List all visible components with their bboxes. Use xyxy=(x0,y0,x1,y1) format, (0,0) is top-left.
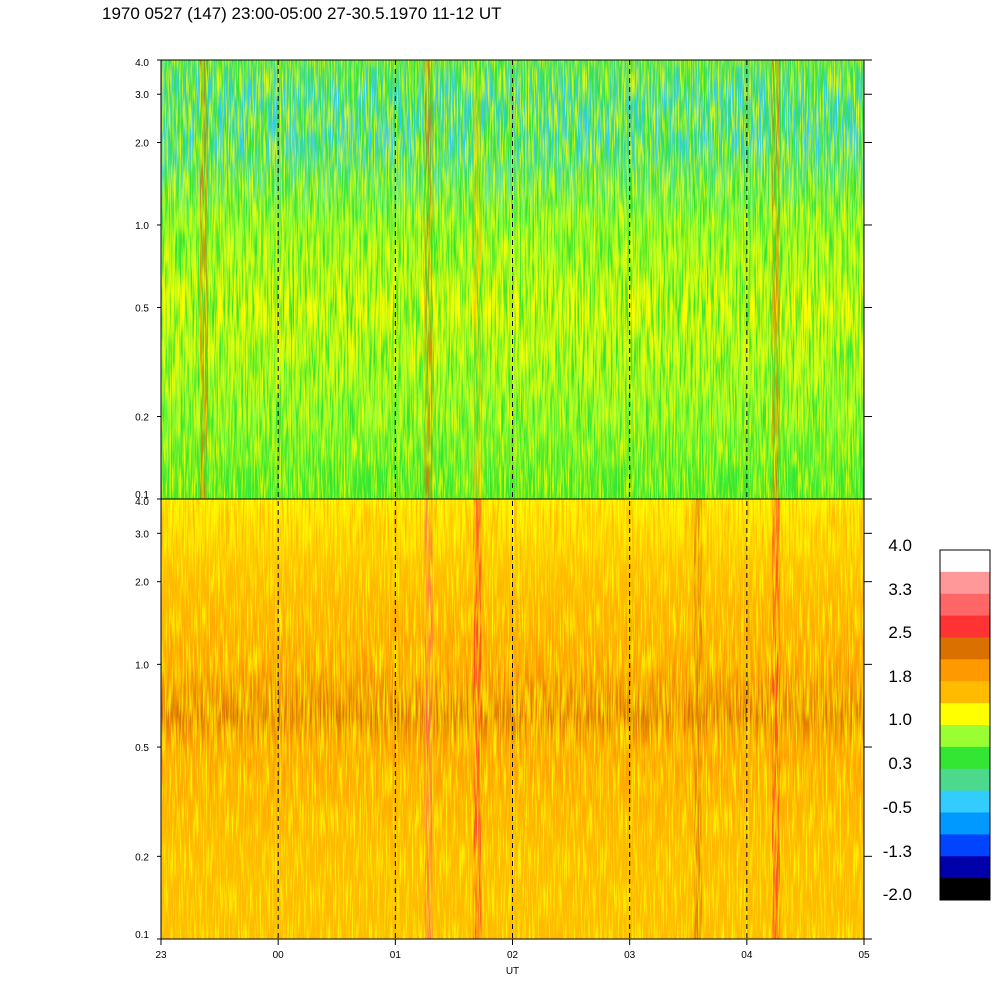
x-tick-label: 00 xyxy=(273,950,285,961)
x-tick-label: 03 xyxy=(624,950,636,961)
y-tick-label: 0.2 xyxy=(135,852,149,863)
y-tick-label: 2.0 xyxy=(135,578,149,589)
y-tick-label: 3.0 xyxy=(135,529,149,540)
axes: 0.10.20.51.02.03.04.00.10.20.51.02.03.04… xyxy=(135,58,872,977)
colorbar-swatch xyxy=(940,615,990,639)
colorbar-swatch xyxy=(940,550,990,573)
colorbar-label: 2.5 xyxy=(888,623,912,642)
colorbar-swatch xyxy=(940,790,990,814)
x-tick-label: 02 xyxy=(507,950,519,961)
y-tick-label: 1.0 xyxy=(135,660,149,671)
colorbar-swatch xyxy=(940,746,990,770)
y-tick-label: 0.1 xyxy=(135,490,149,501)
colorbar-swatch xyxy=(940,571,990,595)
colorbar-swatch xyxy=(940,834,990,857)
y-tick-label: 1.0 xyxy=(135,221,149,232)
x-tick-label: 05 xyxy=(858,950,870,961)
colorbar-swatch xyxy=(940,681,990,704)
colorbar: 4.0 3.3 2.5 1.8 1.0 0.3 -0.5 -1.3 -2.0 xyxy=(883,536,991,904)
colorbar-label: -1.3 xyxy=(883,842,912,861)
y-tick-label: 0.2 xyxy=(135,413,149,424)
colorbar-label: -2.0 xyxy=(883,885,912,904)
x-tick-label: 04 xyxy=(741,950,753,961)
colorbar-swatch xyxy=(940,878,990,901)
y-tick-label: 3.0 xyxy=(135,90,149,101)
colorbar-frame xyxy=(939,549,991,901)
colorbar-swatch xyxy=(940,703,990,726)
chart-title: 1970 0527 (147) 23:00-05:00 27-30.5.1970… xyxy=(102,4,502,23)
colorbar-label: 0.3 xyxy=(888,754,912,773)
x-tick-label: 01 xyxy=(390,950,402,961)
colorbar-swatch xyxy=(940,856,990,879)
colorbar-label: 1.8 xyxy=(888,667,912,686)
y-tick-label: 4.0 xyxy=(135,58,149,69)
y-tick-label: 2.0 xyxy=(135,138,149,149)
colorbar-swatch xyxy=(940,593,990,617)
colorbar-label: 4.0 xyxy=(888,536,912,555)
colorbar-label: 1.0 xyxy=(888,710,912,729)
y-tick-label: 0.5 xyxy=(135,303,149,314)
colorbar-swatch xyxy=(940,725,990,748)
colorbar-swatch xyxy=(940,659,990,682)
colorbar-label: 3.3 xyxy=(888,580,912,599)
colorbar-swatch xyxy=(940,812,990,835)
hour-gridlines xyxy=(277,60,748,939)
y-tick-label: 0.5 xyxy=(135,743,149,754)
colorbar-swatch xyxy=(940,768,990,792)
y-tick-label: 4.0 xyxy=(135,497,149,508)
x-tick-label: 23 xyxy=(155,950,167,961)
colorbar-swatch xyxy=(940,637,990,660)
colorbar-label: -0.5 xyxy=(883,798,912,817)
x-axis-label: UT xyxy=(506,966,519,977)
y-tick-label: 0.1 xyxy=(135,930,149,941)
